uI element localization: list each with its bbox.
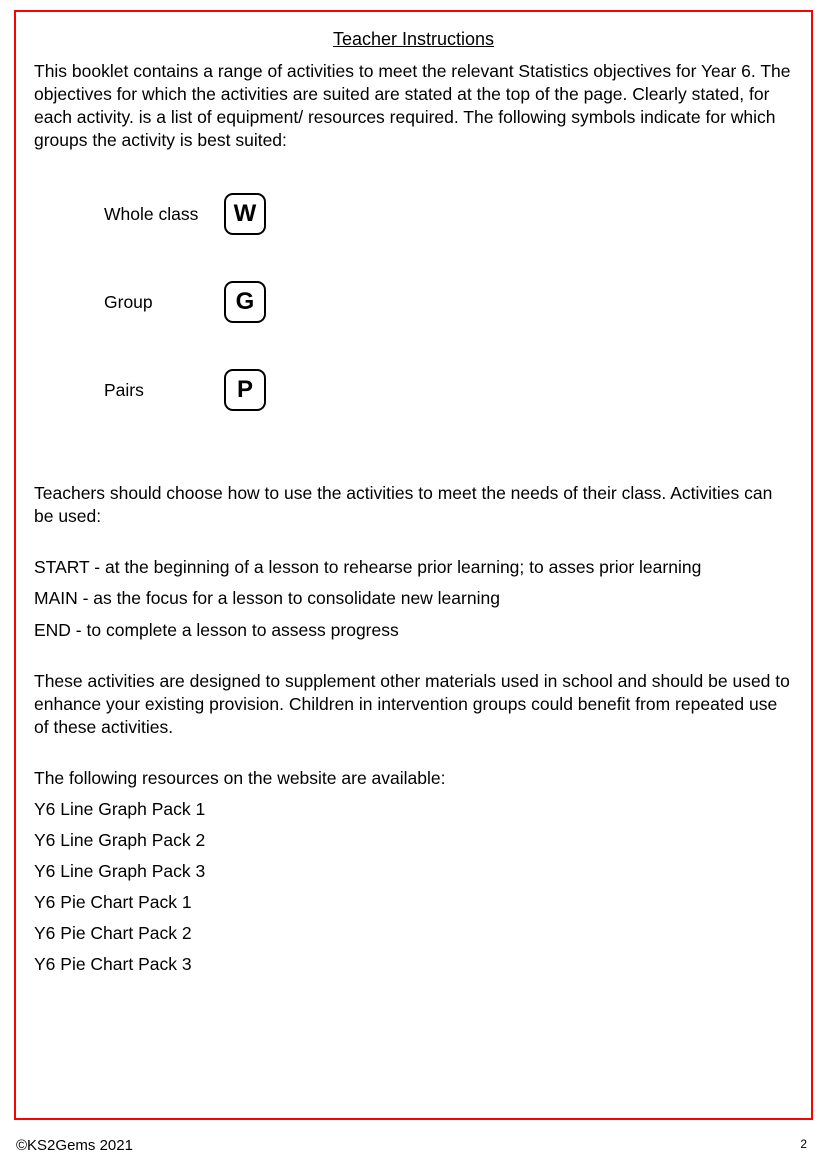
resources-heading: The following resources on the website a… — [34, 767, 793, 790]
content-frame: Teacher Instructions This booklet contai… — [14, 10, 813, 1120]
resource-item: Y6 Line Graph Pack 2 — [34, 829, 793, 852]
pairs-icon: P — [224, 369, 266, 411]
symbol-row: Whole class W — [104, 192, 793, 236]
usage-item: END - to complete a lesson to assess pro… — [34, 619, 793, 642]
symbol-label: Whole class — [104, 203, 224, 226]
intro-paragraph: This booklet contains a range of activit… — [34, 60, 793, 152]
symbol-row: Group G — [104, 280, 793, 324]
page-footer: ©KS2Gems 2021 2 — [16, 1137, 807, 1154]
usage-item: MAIN - as the focus for a lesson to cons… — [34, 587, 793, 610]
resource-item: Y6 Pie Chart Pack 3 — [34, 953, 793, 976]
choice-paragraph: Teachers should choose how to use the ac… — [34, 482, 793, 528]
symbol-label: Group — [104, 291, 224, 314]
document-page: Teacher Instructions This booklet contai… — [0, 0, 827, 1170]
symbol-legend: Whole class W Group G Pairs P — [34, 192, 793, 412]
usage-item: START - at the beginning of a lesson to … — [34, 556, 793, 579]
whole-class-icon: W — [224, 193, 266, 235]
symbol-row: Pairs P — [104, 368, 793, 412]
resource-item: Y6 Line Graph Pack 1 — [34, 798, 793, 821]
copyright-text: ©KS2Gems 2021 — [16, 1137, 133, 1154]
supplement-paragraph: These activities are designed to supplem… — [34, 670, 793, 739]
usage-list: START - at the beginning of a lesson to … — [34, 556, 793, 641]
resource-item: Y6 Pie Chart Pack 2 — [34, 922, 793, 945]
resource-item: Y6 Line Graph Pack 3 — [34, 860, 793, 883]
symbol-label: Pairs — [104, 379, 224, 402]
group-icon: G — [224, 281, 266, 323]
page-number: 2 — [800, 1137, 807, 1154]
resource-item: Y6 Pie Chart Pack 1 — [34, 891, 793, 914]
page-title: Teacher Instructions — [34, 28, 793, 52]
resources-list: Y6 Line Graph Pack 1 Y6 Line Graph Pack … — [34, 798, 793, 977]
